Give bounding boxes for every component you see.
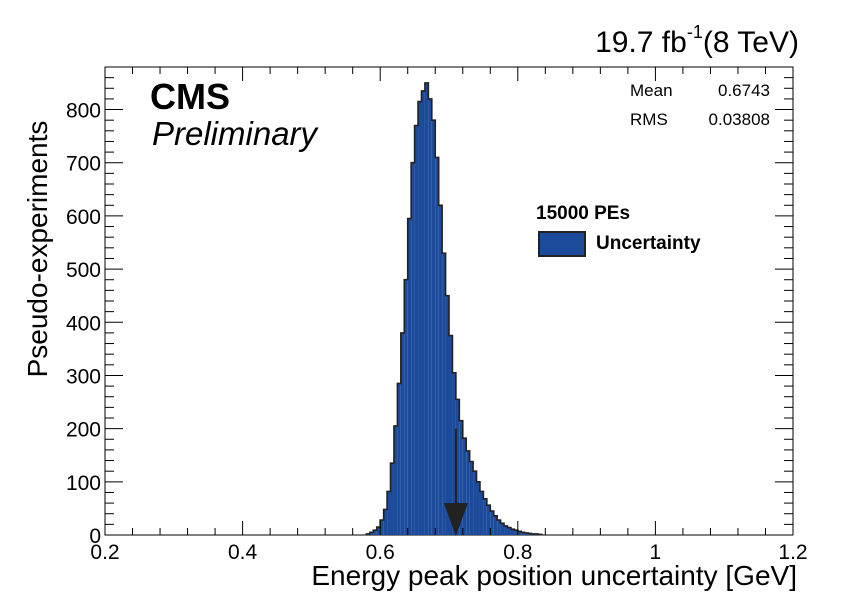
y-tick-label: 100 [66, 472, 101, 495]
histogram-bin [514, 530, 518, 535]
histogram-bin [521, 532, 525, 535]
histogram-bin [390, 463, 394, 535]
luminosity-label: 19.7 fb-1(8 TeV) [595, 22, 799, 59]
histogram-bin [380, 520, 384, 535]
mean-label: Mean [630, 81, 673, 100]
x-tick-label: 1.2 [778, 541, 807, 564]
histogram-bin [469, 461, 474, 535]
histogram-bin [400, 332, 405, 535]
histogram-bin [431, 120, 436, 535]
histogram-bin [393, 425, 398, 535]
legend-entry-label: Uncertainty [596, 233, 701, 254]
histogram-bin [397, 383, 401, 535]
histogram-bin [421, 90, 425, 535]
histogram-bin [428, 98, 432, 535]
histogram-bin [493, 515, 498, 535]
histogram-bin [510, 529, 515, 535]
x-tick-label: 0.2 [90, 541, 119, 564]
x-tick-label: 0.4 [228, 541, 258, 564]
histogram-bin [500, 523, 505, 535]
histogram-bin [497, 520, 501, 535]
histogram-bin [479, 491, 484, 535]
x-tick-label: 0.6 [366, 541, 395, 564]
legend-header: 15000 PEs [536, 203, 631, 224]
x-tick-label: 0.8 [503, 541, 532, 564]
y-tick-label: 500 [66, 259, 101, 282]
y-axis-label: Pseudo-experiments [22, 120, 53, 378]
histogram-bin [442, 253, 446, 536]
histogram-bin [438, 205, 443, 536]
histogram-bin [486, 505, 491, 535]
histogram-bin [473, 471, 477, 535]
y-tick-label: 400 [66, 312, 101, 335]
y-tick-label: 0 [89, 525, 101, 548]
histogram-bin [452, 372, 456, 535]
legend-swatch [538, 231, 586, 257]
histogram-bin [373, 530, 377, 535]
histogram-bin [404, 279, 408, 535]
histogram-bin [459, 420, 463, 535]
legend: 15000 PEs Uncertainty [536, 203, 701, 257]
histogram-bin [418, 101, 422, 536]
arrow-head [443, 503, 468, 536]
histogram-bin [507, 527, 511, 535]
x-axis-label: Energy peak position uncertainty [GeV] [311, 560, 797, 591]
histogram-bin [435, 157, 439, 535]
histogram-bin [424, 82, 429, 536]
rms-label: RMS [630, 110, 668, 129]
rms-value: 0.03808 [708, 110, 770, 129]
histogram-bin [490, 511, 494, 535]
histogram-bin [383, 509, 388, 535]
histogram-outline [365, 82, 543, 536]
histogram-bin [407, 218, 412, 535]
mean-value: 0.6743 [718, 81, 770, 100]
histogram-bin [483, 498, 487, 535]
y-tick-label: 200 [66, 419, 101, 442]
y-tick-label: 300 [66, 365, 101, 388]
histogram-bin [376, 527, 381, 535]
cms-label: CMS [150, 76, 230, 117]
y-tick-label: 800 [66, 100, 101, 123]
x-tick-label: 1 [650, 541, 662, 564]
histogram-bin [504, 525, 508, 535]
histogram-bin [445, 295, 449, 535]
histogram-bin [455, 399, 460, 535]
histogram-bin [517, 531, 522, 535]
histogram-bin [462, 438, 467, 535]
histogram-bin [369, 532, 374, 535]
histogram-bin [414, 125, 419, 535]
histogram-bin [524, 532, 529, 535]
y-tick-label: 700 [66, 153, 101, 176]
histogram-bin [387, 491, 391, 535]
histogram-bin [466, 450, 470, 535]
preliminary-label: Preliminary [152, 115, 318, 152]
stats-box: Mean 0.6743 RMS 0.03808 [630, 76, 770, 134]
histogram-bin [476, 481, 480, 535]
histogram-bin [411, 162, 415, 535]
y-tick-label: 600 [66, 206, 101, 229]
histogram-bin [449, 335, 453, 535]
legend-entry: Uncertainty [538, 231, 701, 257]
